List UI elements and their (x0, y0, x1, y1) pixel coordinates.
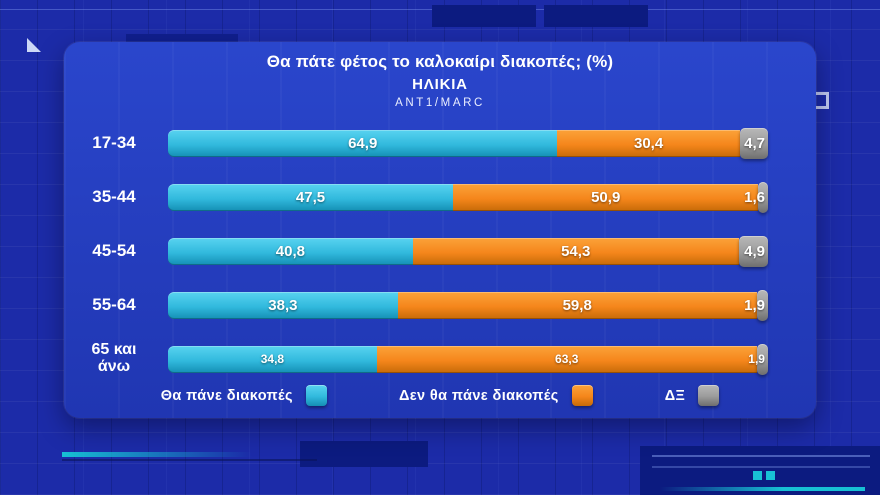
bar-segment-no: 50,9 (453, 183, 759, 211)
teal-line-decoration (62, 452, 252, 457)
bar-segment-no: 54,3 (412, 237, 739, 265)
segment-value-label: 54,3 (561, 242, 591, 260)
stacked-bar: 34,8 63,3 1,9 (168, 343, 768, 375)
bar-segment-yes: 38,3 (168, 291, 398, 319)
dark-rect-decoration (544, 5, 648, 27)
segment-value-label: 63,3 (555, 352, 579, 366)
legend-color-swatch (571, 385, 593, 406)
segment-value-label: 40,8 (275, 242, 305, 260)
dark-rect-decoration (640, 446, 880, 495)
legend-color-swatch (698, 385, 720, 406)
legend-color-swatch (305, 385, 327, 406)
segment-value-label: 1,9 (744, 296, 765, 314)
source-label: ANT1/MARC (395, 97, 485, 109)
chart-panel: Θα πάτε φέτος το καλοκαίρι διακοπές; (%)… (64, 42, 816, 418)
dark-rect-decoration (432, 5, 536, 27)
line-decoration (652, 466, 870, 468)
stacked-bar: 40,8 54,3 4,9 (168, 235, 768, 267)
stacked-bar: 38,3 59,8 1,9 (168, 289, 768, 321)
category-label: 45-54 (92, 241, 136, 261)
segment-value-label: 50,9 (591, 188, 621, 206)
segment-value-label: 38,3 (268, 296, 298, 314)
segment-value-label: 4,9 (744, 242, 765, 260)
teal-square-decoration (766, 471, 775, 480)
legend-label: Θα πάνε διακοπές (160, 387, 293, 404)
legend-item: Δεν θα πάνε διακοπές (399, 385, 593, 406)
segment-value-label: 47,5 (295, 188, 326, 206)
bar-segment-yes: 47,5 (168, 183, 453, 211)
bar-segment-no: 30,4 (557, 129, 740, 157)
segment-value-label: 34,8 (260, 352, 285, 366)
bar-segment-no: 63,3 (376, 345, 757, 373)
teal-line-decoration (660, 487, 865, 491)
bar-segment-dk: 4,7 (739, 127, 768, 159)
bar-segment-dk: 1,9 (744, 289, 768, 321)
legend: Θα πάνε διακοπές Δεν θα πάνε διακοπές ΔΞ (64, 385, 816, 406)
segment-value-label: 4,7 (744, 134, 765, 152)
bar-segment-dk: 1,6 (744, 181, 768, 213)
segment-value-label: 1,6 (744, 188, 765, 206)
chart-row: 17-34 64,9 30,4 4,7 (64, 116, 816, 170)
legend-label: ΔΞ (664, 387, 686, 404)
legend-label: Δεν θα πάνε διακοπές (398, 387, 559, 404)
category-label: 17-34 (92, 133, 136, 153)
chart-title: Θα πάτε φέτος το καλοκαίρι διακοπές; (%) (266, 52, 614, 71)
legend-item: Θα πάνε διακοπές (161, 385, 327, 406)
category-label: 65 και άνω (91, 341, 137, 375)
teal-square-decoration (753, 471, 762, 480)
dark-rect-decoration (300, 441, 428, 467)
chart-rows: 17-34 64,9 30,4 4,7 35-44 47,5 50,9 1,6 45-54 40,… (64, 116, 816, 386)
category-label: 35-44 (92, 187, 136, 207)
segment-value-label: 1,9 (748, 352, 765, 366)
bar-segment-dk: 1,9 (748, 343, 768, 375)
bar-segment-no: 59,8 (397, 291, 757, 319)
line-decoration (62, 459, 317, 461)
bar-segment-yes: 34,8 (168, 345, 377, 373)
chart-subtitle: ΗΛΙΚΙΑ (412, 76, 468, 93)
bar-segment-dk: 4,9 (738, 235, 768, 267)
bar-segment-yes: 40,8 (168, 237, 413, 265)
bar-segment-yes: 64,9 (168, 129, 558, 157)
segment-value-label: 30,4 (633, 134, 664, 152)
segment-value-label: 64,9 (348, 134, 378, 152)
chart-row: 65 και άνω 34,8 63,3 1,9 (64, 332, 816, 386)
chart-row: 35-44 47,5 50,9 1,6 (64, 170, 816, 224)
stacked-bar: 47,5 50,9 1,6 (168, 181, 768, 213)
line-decoration (652, 455, 870, 457)
category-label: 55-64 (92, 295, 136, 315)
stacked-bar: 64,9 30,4 4,7 (168, 127, 768, 159)
legend-item: ΔΞ (665, 385, 720, 406)
chart-row: 45-54 40,8 54,3 4,9 (64, 224, 816, 278)
chart-row: 55-64 38,3 59,8 1,9 (64, 278, 816, 332)
segment-value-label: 59,8 (562, 296, 592, 314)
